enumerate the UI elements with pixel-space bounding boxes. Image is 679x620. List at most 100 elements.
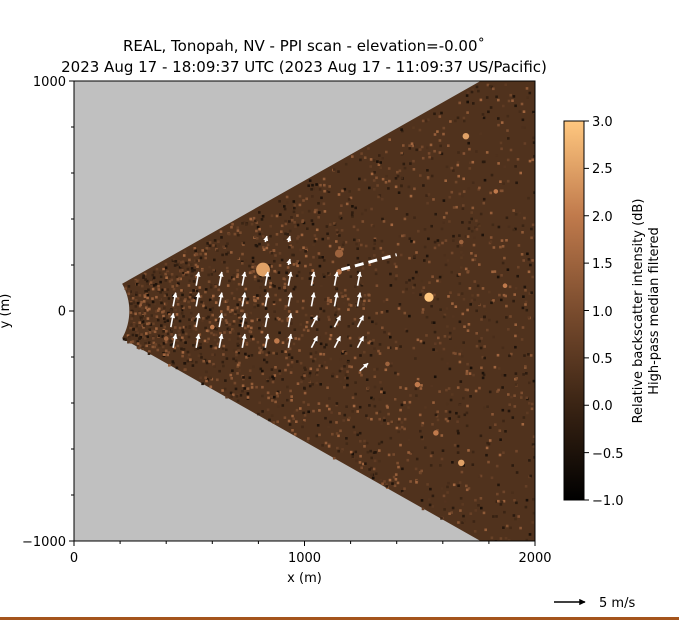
speckle bbox=[370, 473, 373, 476]
speckle bbox=[588, 513, 591, 516]
speckle bbox=[160, 342, 163, 346]
speckle bbox=[395, 426, 399, 430]
speckle bbox=[440, 434, 444, 437]
speckle bbox=[532, 498, 535, 501]
speckle bbox=[373, 171, 376, 174]
speckle bbox=[437, 336, 440, 340]
speckle bbox=[405, 213, 409, 216]
speckle bbox=[507, 137, 510, 140]
speckle bbox=[244, 326, 247, 330]
speckle bbox=[553, 135, 556, 138]
speckle bbox=[207, 247, 211, 250]
speckle bbox=[370, 342, 374, 345]
speckle bbox=[306, 329, 310, 332]
speckle bbox=[528, 159, 532, 163]
speckle bbox=[515, 377, 518, 380]
speckle bbox=[598, 133, 601, 136]
speckle bbox=[511, 99, 514, 102]
speckle bbox=[462, 116, 466, 120]
speckle bbox=[255, 244, 259, 248]
speckle bbox=[497, 123, 500, 127]
speckle bbox=[363, 350, 366, 354]
speckle bbox=[373, 459, 377, 463]
speckle bbox=[326, 386, 329, 389]
speckle bbox=[514, 323, 517, 326]
speckle bbox=[492, 246, 496, 249]
speckle bbox=[152, 270, 156, 274]
speckle bbox=[530, 227, 533, 231]
speckle bbox=[433, 112, 436, 116]
speckle bbox=[418, 128, 422, 132]
speckle bbox=[523, 354, 526, 357]
speckle bbox=[464, 235, 468, 238]
speckle bbox=[554, 410, 557, 413]
speckle bbox=[525, 396, 529, 400]
speckle bbox=[399, 408, 402, 412]
speckle bbox=[408, 278, 411, 282]
speckle bbox=[551, 79, 554, 82]
speckle bbox=[442, 126, 446, 130]
speckle bbox=[504, 294, 507, 298]
speckle bbox=[147, 288, 150, 292]
speckle bbox=[302, 299, 305, 303]
speckle bbox=[302, 221, 306, 225]
x-tick-label: 0 bbox=[70, 551, 78, 566]
speckle bbox=[283, 285, 286, 289]
speckle bbox=[286, 319, 290, 322]
speckle bbox=[146, 308, 149, 312]
speckle bbox=[398, 169, 402, 173]
speckle bbox=[407, 438, 411, 442]
speckle bbox=[231, 276, 234, 279]
speckle bbox=[211, 353, 214, 356]
speckle bbox=[599, 343, 602, 346]
speckle bbox=[135, 291, 138, 294]
speckle bbox=[250, 222, 254, 226]
speckle bbox=[443, 500, 447, 503]
backscatter-speckle bbox=[122, 79, 623, 552]
speckle bbox=[612, 228, 615, 231]
speckle bbox=[519, 171, 522, 175]
speckle bbox=[312, 303, 316, 306]
speckle bbox=[461, 312, 465, 316]
speckle bbox=[274, 254, 277, 257]
speckle bbox=[460, 256, 463, 259]
speckle bbox=[367, 341, 370, 345]
speckle bbox=[205, 247, 209, 250]
speckle bbox=[126, 331, 129, 335]
speckle bbox=[412, 168, 416, 171]
speckle bbox=[272, 421, 276, 424]
speckle bbox=[396, 372, 400, 376]
speckle bbox=[548, 216, 551, 219]
speckle bbox=[605, 321, 608, 324]
speckle bbox=[218, 369, 221, 373]
speckle bbox=[540, 326, 543, 329]
speckle bbox=[305, 410, 308, 413]
speckle bbox=[210, 300, 213, 304]
speckle bbox=[363, 156, 367, 159]
speckle bbox=[439, 308, 442, 311]
speckle bbox=[620, 355, 623, 358]
speckle bbox=[167, 311, 170, 315]
speckle bbox=[378, 417, 381, 421]
speckle bbox=[522, 373, 525, 376]
speckle bbox=[543, 166, 546, 169]
speckle bbox=[297, 270, 301, 274]
speckle bbox=[324, 331, 328, 335]
speckle bbox=[310, 219, 314, 222]
speckle bbox=[523, 216, 526, 220]
feature bbox=[433, 430, 439, 436]
speckle bbox=[212, 244, 215, 247]
speckle bbox=[403, 217, 407, 221]
speckle bbox=[513, 549, 516, 552]
speckle bbox=[554, 330, 557, 333]
speckle bbox=[428, 260, 431, 264]
speckle bbox=[319, 383, 322, 386]
speckle bbox=[234, 359, 238, 363]
speckle bbox=[454, 119, 457, 123]
speckle bbox=[158, 344, 161, 347]
speckle bbox=[467, 323, 471, 326]
speckle bbox=[356, 239, 359, 243]
speckle bbox=[429, 487, 432, 491]
speckle bbox=[294, 225, 297, 228]
speckle bbox=[351, 455, 355, 459]
